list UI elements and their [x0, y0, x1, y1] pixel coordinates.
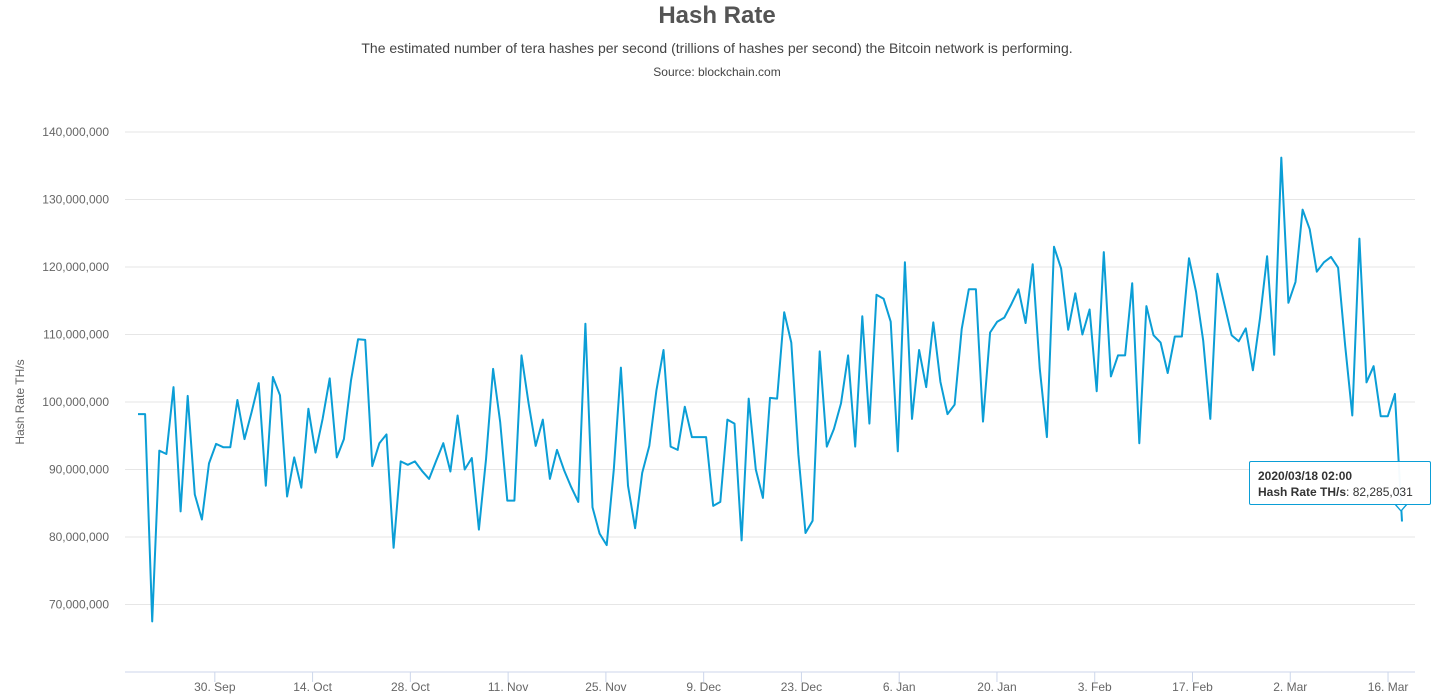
x-tick-label: 20. Jan [977, 680, 1016, 694]
x-tick-label: 25. Nov [585, 680, 626, 694]
tooltip-separator: : [1346, 485, 1353, 499]
x-tick-label: 28. Oct [391, 680, 430, 694]
chart-title: Hash Rate [658, 2, 776, 29]
chart-subtitle: The estimated number of tera hashes per … [361, 40, 1073, 56]
y-axis-labels: 70,000,000 80,000,000 90,000,000 100,000,00… [42, 125, 109, 612]
hash-rate-series-line[interactable] [138, 156, 1403, 623]
x-tick-label: 17. Feb [1172, 680, 1213, 694]
x-tick-label: 9. Dec [686, 680, 721, 694]
x-tick-label: 11. Nov [488, 680, 528, 694]
tooltip-series-label: Hash Rate TH/s [1258, 485, 1347, 499]
y-tick-label: 100,000,000 [42, 395, 109, 409]
y-axis-title: Hash Rate TH/s [13, 359, 27, 444]
x-tick-label: 23. Dec [781, 680, 822, 694]
tooltip-date: 2020/03/18 02:00 [1258, 469, 1353, 483]
x-tick-label: 2. Mar [1273, 680, 1307, 694]
y-tick-label: 130,000,000 [42, 193, 109, 207]
y-tick-label: 110,000,000 [43, 328, 109, 342]
x-axis-ticks [214, 672, 1389, 682]
x-tick-label: 16. Mar [1368, 680, 1409, 694]
x-tick-label: 3. Feb [1078, 680, 1112, 694]
x-tick-label: 6. Jan [883, 680, 916, 694]
y-tick-label: 90,000,000 [49, 463, 109, 477]
x-tick-label: 30. Sep [194, 680, 236, 694]
chart-source: Source: blockchain.com [653, 65, 781, 79]
tooltip-value-row: Hash Rate TH/s: 82,285,031 [1258, 484, 1422, 500]
y-tick-label: 70,000,000 [49, 598, 109, 612]
y-tick-label: 80,000,000 [49, 530, 109, 544]
x-tick-label: 14. Oct [293, 680, 332, 694]
data-tooltip: 2020/03/18 02:00 Hash Rate TH/s: 82,285,… [1249, 461, 1431, 505]
tooltip-arrow-fill [1395, 503, 1407, 510]
grid-lines [125, 131, 1415, 605]
y-tick-label: 120,000,000 [42, 260, 109, 274]
y-tick-label: 140,000,000 [42, 125, 109, 139]
tooltip-value: 82,285,031 [1352, 485, 1413, 499]
x-axis-labels: 30. Sep 14. Oct 28. Oct 11. Nov 25. Nov 9. De… [194, 680, 1408, 694]
